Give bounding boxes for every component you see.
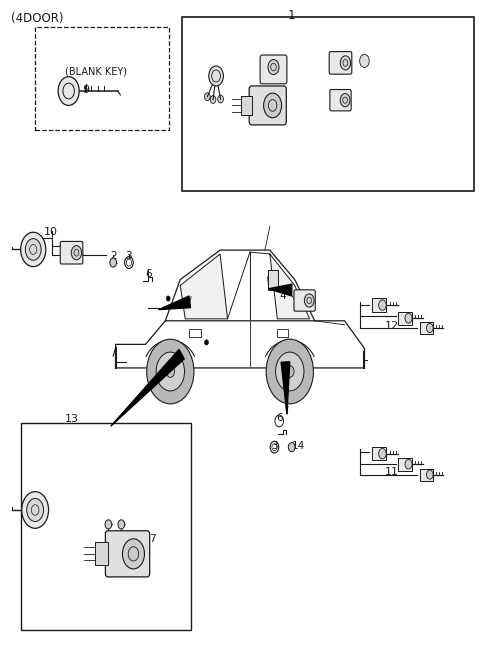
Bar [398, 312, 412, 325]
Bar [268, 270, 278, 290]
Circle shape [427, 323, 433, 333]
Bar [372, 298, 386, 312]
Circle shape [405, 314, 412, 323]
Text: 2: 2 [110, 251, 117, 260]
Circle shape [122, 539, 144, 569]
FancyBboxPatch shape [249, 86, 286, 125]
Circle shape [286, 365, 294, 377]
Bar [21, 423, 191, 630]
FancyBboxPatch shape [106, 531, 150, 577]
Circle shape [285, 289, 289, 295]
Circle shape [379, 300, 386, 310]
Circle shape [147, 339, 194, 404]
Polygon shape [269, 284, 292, 296]
Circle shape [21, 232, 46, 266]
Bar [190, 329, 201, 337]
Bar [95, 543, 108, 565]
Bar [420, 322, 433, 334]
Bar [372, 447, 386, 461]
Polygon shape [111, 350, 184, 426]
Text: 4: 4 [280, 291, 287, 301]
Circle shape [405, 459, 412, 469]
Circle shape [118, 520, 125, 529]
Circle shape [268, 60, 279, 75]
Circle shape [340, 94, 350, 107]
Bar [398, 458, 412, 470]
Text: 6: 6 [145, 269, 151, 279]
Circle shape [27, 499, 44, 522]
Circle shape [264, 93, 282, 117]
Circle shape [58, 77, 79, 106]
FancyBboxPatch shape [330, 89, 351, 111]
Circle shape [276, 352, 304, 391]
Text: 11: 11 [385, 467, 399, 477]
Circle shape [210, 96, 216, 104]
Circle shape [284, 355, 288, 360]
Bar [35, 27, 169, 131]
Text: 3: 3 [126, 251, 132, 260]
Circle shape [204, 92, 210, 100]
Text: 8: 8 [104, 544, 110, 554]
Circle shape [110, 258, 117, 267]
Circle shape [304, 294, 314, 307]
Text: 14: 14 [292, 441, 305, 451]
Circle shape [105, 520, 112, 529]
Text: 3: 3 [271, 441, 278, 451]
Polygon shape [158, 296, 191, 310]
Text: 12: 12 [385, 321, 399, 331]
Circle shape [204, 340, 208, 345]
Circle shape [166, 365, 175, 377]
Bar [241, 96, 252, 115]
Circle shape [379, 449, 386, 459]
Bar [276, 329, 288, 337]
Circle shape [340, 56, 350, 70]
Text: (4DOOR): (4DOOR) [11, 12, 64, 26]
Circle shape [22, 491, 48, 528]
Circle shape [25, 239, 41, 260]
Text: 7: 7 [150, 534, 156, 544]
Text: 1: 1 [288, 9, 295, 22]
Bar [181, 17, 474, 190]
Text: 5: 5 [271, 274, 278, 284]
Circle shape [209, 66, 223, 86]
Polygon shape [281, 362, 290, 415]
Text: (BLANK KEY): (BLANK KEY) [65, 66, 127, 76]
Circle shape [266, 339, 313, 404]
Circle shape [166, 296, 170, 301]
Text: 9: 9 [83, 85, 89, 95]
Bar [420, 468, 433, 481]
FancyBboxPatch shape [329, 52, 352, 74]
Text: 8: 8 [118, 544, 125, 554]
Circle shape [218, 95, 224, 103]
FancyBboxPatch shape [60, 241, 83, 264]
Circle shape [360, 54, 369, 68]
Circle shape [427, 470, 433, 479]
Text: 10: 10 [44, 226, 58, 237]
FancyBboxPatch shape [260, 55, 287, 84]
Text: 13: 13 [64, 415, 79, 424]
Polygon shape [180, 254, 228, 319]
Polygon shape [270, 254, 310, 319]
Circle shape [156, 352, 184, 391]
Circle shape [288, 443, 295, 452]
Text: 6: 6 [276, 413, 283, 423]
FancyBboxPatch shape [294, 290, 315, 311]
Circle shape [72, 245, 82, 260]
